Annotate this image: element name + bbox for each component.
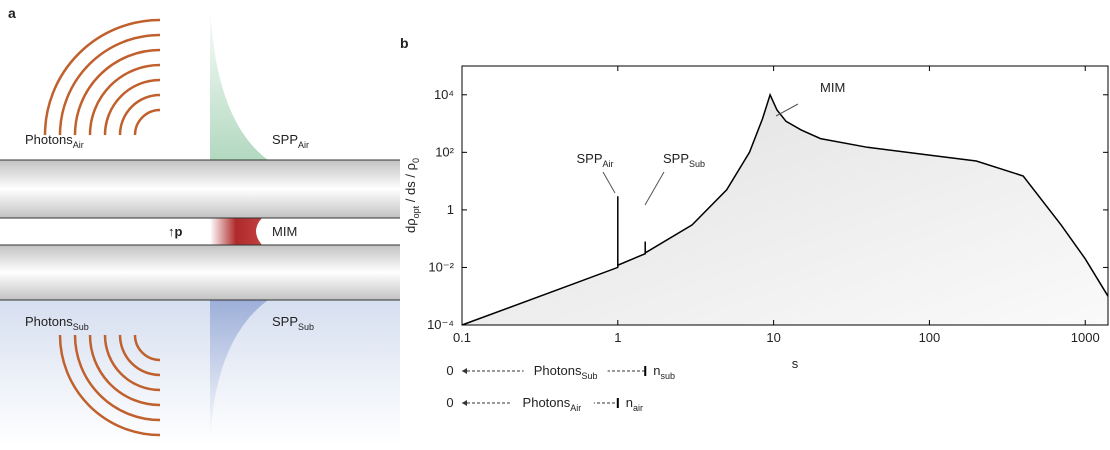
panel-label: a	[8, 5, 16, 21]
y-tick-label: 10⁴	[434, 87, 454, 102]
text-part: s	[792, 356, 799, 371]
x-tick-label: 100	[919, 330, 941, 345]
text-part: Sub	[581, 371, 597, 381]
text-part: 0	[411, 158, 421, 163]
text-part: / ds / ρ	[403, 163, 418, 206]
panel-label: b	[400, 35, 409, 51]
arrow-head	[462, 400, 467, 406]
panel-a-diagram	[0, 0, 400, 445]
layer	[0, 245, 400, 300]
dipole-label: ↑p	[168, 224, 183, 239]
y-tick-label: 10⁻⁴	[427, 317, 454, 332]
label-bg	[509, 395, 594, 411]
text-part: Air	[298, 140, 309, 150]
text-part: Sub	[73, 322, 89, 332]
text-part: Photons	[523, 395, 571, 410]
range-end-label: nsub	[653, 363, 675, 381]
text-part: SPP	[663, 151, 689, 166]
photons-sub-label: PhotonsSub	[25, 314, 89, 332]
y-axis-label: dρopt / ds / ρ0	[403, 158, 421, 233]
range-name: PhotonsSub	[534, 363, 598, 381]
text-part: SPP	[272, 314, 298, 329]
mim-label: MIM	[272, 224, 297, 239]
spp-sub-field	[210, 300, 268, 445]
text-part: dρ	[403, 218, 418, 233]
arrow-head	[462, 368, 467, 374]
x-tick-label: 1	[614, 330, 621, 345]
plot-frame	[461, 65, 1109, 326]
text-part: Sub	[298, 322, 314, 332]
spp-air-field	[210, 0, 268, 160]
line	[461, 92, 1109, 326]
annotation: SPPAir	[576, 151, 613, 169]
text-part: Air	[73, 140, 84, 150]
leader-line	[644, 171, 665, 206]
text-part: Photons	[534, 363, 582, 378]
spp-sub-label: SPPSub	[272, 314, 314, 332]
x-tick-label: 0.1	[453, 330, 471, 345]
x-tick-label: 1000	[1071, 330, 1100, 345]
text-part: opt	[411, 205, 421, 218]
text-part: Air	[603, 159, 614, 169]
photon-waves	[43, 18, 161, 437]
range-name: PhotonsAir	[523, 395, 582, 413]
annotation: MIM	[820, 80, 845, 95]
leader-line	[602, 171, 616, 194]
text-part: Photons	[25, 314, 73, 329]
text-part: Photons	[25, 132, 73, 147]
text-part: sub	[660, 371, 675, 381]
annotation: SPPSub	[663, 151, 705, 169]
y-tick-label: 1	[447, 202, 454, 217]
range-start: 0	[446, 363, 453, 378]
photons-air-label: PhotonsAir	[25, 132, 84, 150]
range-end-label: nair	[626, 395, 643, 413]
text-part: SPP	[576, 151, 602, 166]
spp-air-label: SPPAir	[272, 132, 309, 150]
area	[462, 94, 1108, 325]
text-part: ↑p	[168, 224, 183, 239]
x-axis-label: s	[792, 356, 799, 371]
text-part: air	[633, 403, 643, 413]
text-part: n	[653, 363, 660, 378]
y-tick-label: 10²	[435, 144, 454, 159]
x-tick-label: 10	[766, 330, 780, 345]
range-start: 0	[446, 395, 453, 410]
text-part: Sub	[689, 159, 705, 169]
text-part: Air	[570, 403, 581, 413]
text-part: SPP	[272, 132, 298, 147]
text-part: MIM	[272, 224, 297, 239]
mim-field	[210, 218, 262, 245]
leader-line	[775, 103, 799, 117]
label-bg	[523, 363, 608, 379]
layer	[0, 160, 400, 218]
interfaces	[0, 159, 400, 301]
y-tick-label: 10⁻²	[428, 259, 454, 274]
text-part: MIM	[820, 80, 845, 95]
text-part: n	[626, 395, 633, 410]
